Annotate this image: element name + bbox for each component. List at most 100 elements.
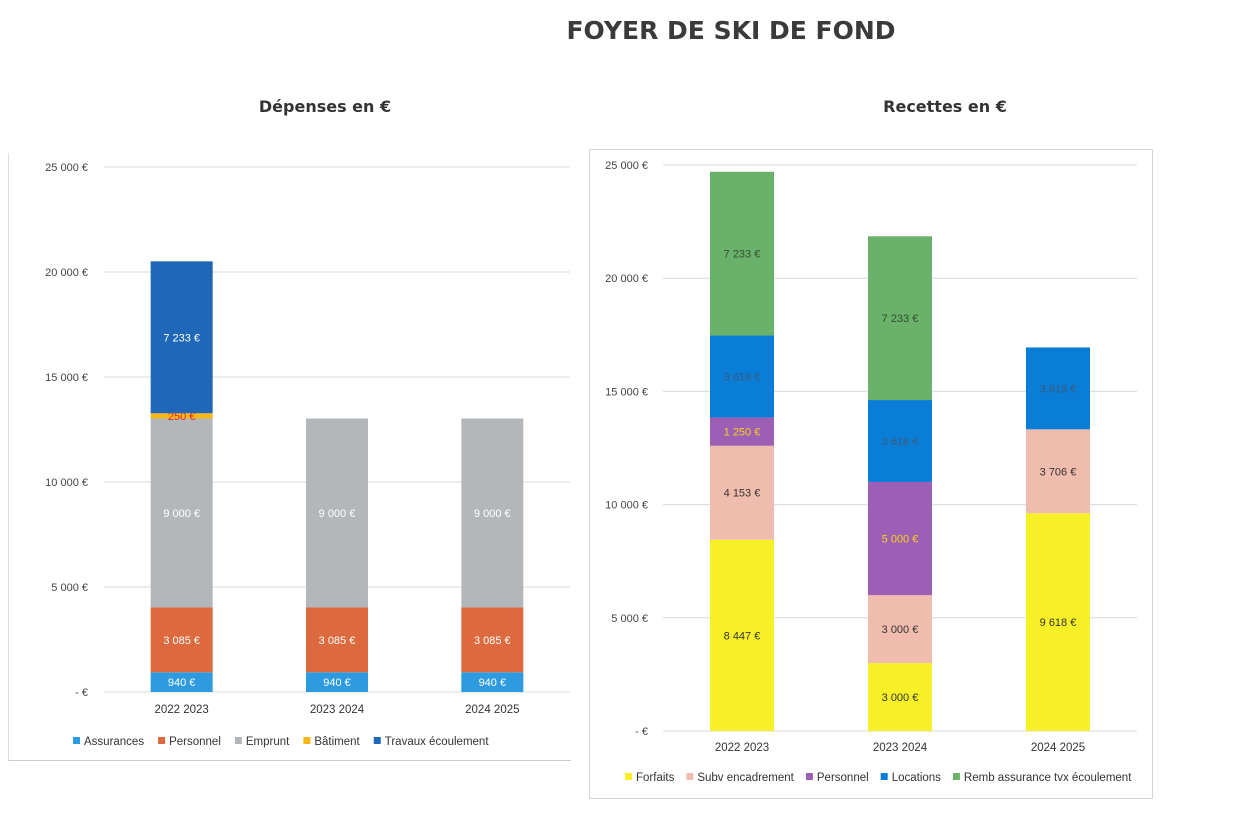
legend-label: Remb assurance tvx écoulement [964,772,1132,784]
y-tick-label: 10 000 € [605,500,648,512]
bar-segment [150,672,213,692]
bar-segment [868,400,932,482]
data-label: 9 000 € [474,508,511,520]
y-tick-label: 15 000 € [605,386,648,398]
y-tick-label: 25 000 € [45,162,88,174]
bar-segment [150,418,213,608]
data-label: 940 € [323,677,351,689]
y-tick-label: 20 000 € [605,273,648,285]
expenses-chart-frame [8,153,571,761]
legend-label: Personnel [817,772,869,784]
legend-item: Forfaits [625,772,675,784]
bar-segment [868,663,932,731]
bar-segment [1026,429,1090,514]
bar-segment [306,418,368,608]
x-tick-label: 2024 2025 [465,704,519,716]
legend-swatch [952,773,960,780]
bar-segment [868,595,932,664]
legend-item: Remb assurance tvx écoulement [952,772,1132,784]
bar-segment [306,607,368,673]
bar-segment [461,672,524,692]
bar-segment [461,607,524,673]
bar-segment [1026,347,1090,430]
data-label: 3 706 € [1040,466,1077,478]
data-label: 9 000 € [319,508,356,520]
legend-swatch [686,773,694,780]
legend-swatch [158,737,166,744]
data-label: 3 000 € [882,624,919,636]
y-tick-label: - € [75,687,88,699]
data-label: 3 618 € [882,436,919,448]
legend-item: Assurances [73,736,144,748]
legend-label: Locations [892,772,941,784]
legend-swatch [73,737,80,744]
bar-segment [710,539,774,731]
bar-segment [150,261,213,414]
bar-segment [710,417,774,446]
bar-segment [710,171,774,336]
bar-segment [868,236,932,401]
legend-swatch [303,737,311,744]
bar-segment [461,418,524,608]
x-tick-label: 2023 2024 [873,742,928,754]
data-label: 940 € [168,677,196,689]
data-label: 3 618 € [724,371,761,383]
bar-segment [150,607,213,673]
bar-segment [1026,513,1090,731]
legend-label: Personnel [169,736,221,748]
legend-label: Bâtiment [314,736,360,748]
data-label: 940 € [479,677,507,689]
legend-label: Travaux écoulement [385,736,490,748]
legend-item: Subv encadrement [686,772,795,784]
data-label: 7 233 € [882,313,919,325]
data-label: 8 447 € [724,630,761,642]
data-label: 250 € [168,411,196,423]
legend-item: Personnel [805,772,869,784]
y-tick-label: - € [635,726,648,738]
y-tick-label: 10 000 € [45,477,88,489]
bar-segment [710,335,774,418]
expenses-chart-title: Dépenses en € [258,97,392,116]
legend-item: Travaux écoulement [373,736,490,748]
data-label: 9 000 € [163,508,200,520]
legend-label: Emprunt [246,736,290,748]
data-label: 4 153 € [724,488,761,500]
data-label: 3 000 € [882,692,919,704]
data-label: 7 233 € [724,249,761,261]
data-label: 1 250 € [724,427,761,439]
x-tick-label: 2022 2023 [715,742,769,754]
revenue-chart-frame [589,149,1153,799]
y-tick-label: 5 000 € [611,613,648,625]
x-tick-label: 2023 2024 [310,704,365,716]
legend-swatch [880,773,888,780]
legend-item: Locations [880,772,941,784]
bar-segment [150,413,213,419]
legend-swatch [234,737,242,744]
data-label: 5 000 € [882,534,919,546]
y-tick-label: 15 000 € [45,372,88,384]
bar-segment [710,445,774,540]
x-tick-label: 2022 2023 [154,704,208,716]
bar-segment [306,672,368,692]
legend-swatch [805,773,813,780]
legend-item: Emprunt [234,736,290,748]
data-label: 3 085 € [319,635,356,647]
y-tick-label: 20 000 € [45,267,88,279]
bar-segment [868,481,932,596]
legend-item: Bâtiment [303,736,361,748]
data-label: 9 618 € [1040,617,1077,629]
legend-label: Assurances [84,736,144,748]
legend-item: Personnel [158,736,221,748]
data-label: 3 618 € [1040,383,1077,395]
revenue-chart-title: Recettes en € [883,97,1007,116]
legend-label: Subv encadrement [697,772,794,784]
page-title: FOYER DE SKI DE FOND [566,16,896,45]
y-tick-label: 5 000 € [51,582,88,594]
data-label: 7 233 € [163,332,200,344]
legend-swatch [373,737,381,744]
y-tick-label: 25 000 € [605,160,648,172]
legend-label: Forfaits [636,772,675,784]
data-label: 3 085 € [163,635,200,647]
